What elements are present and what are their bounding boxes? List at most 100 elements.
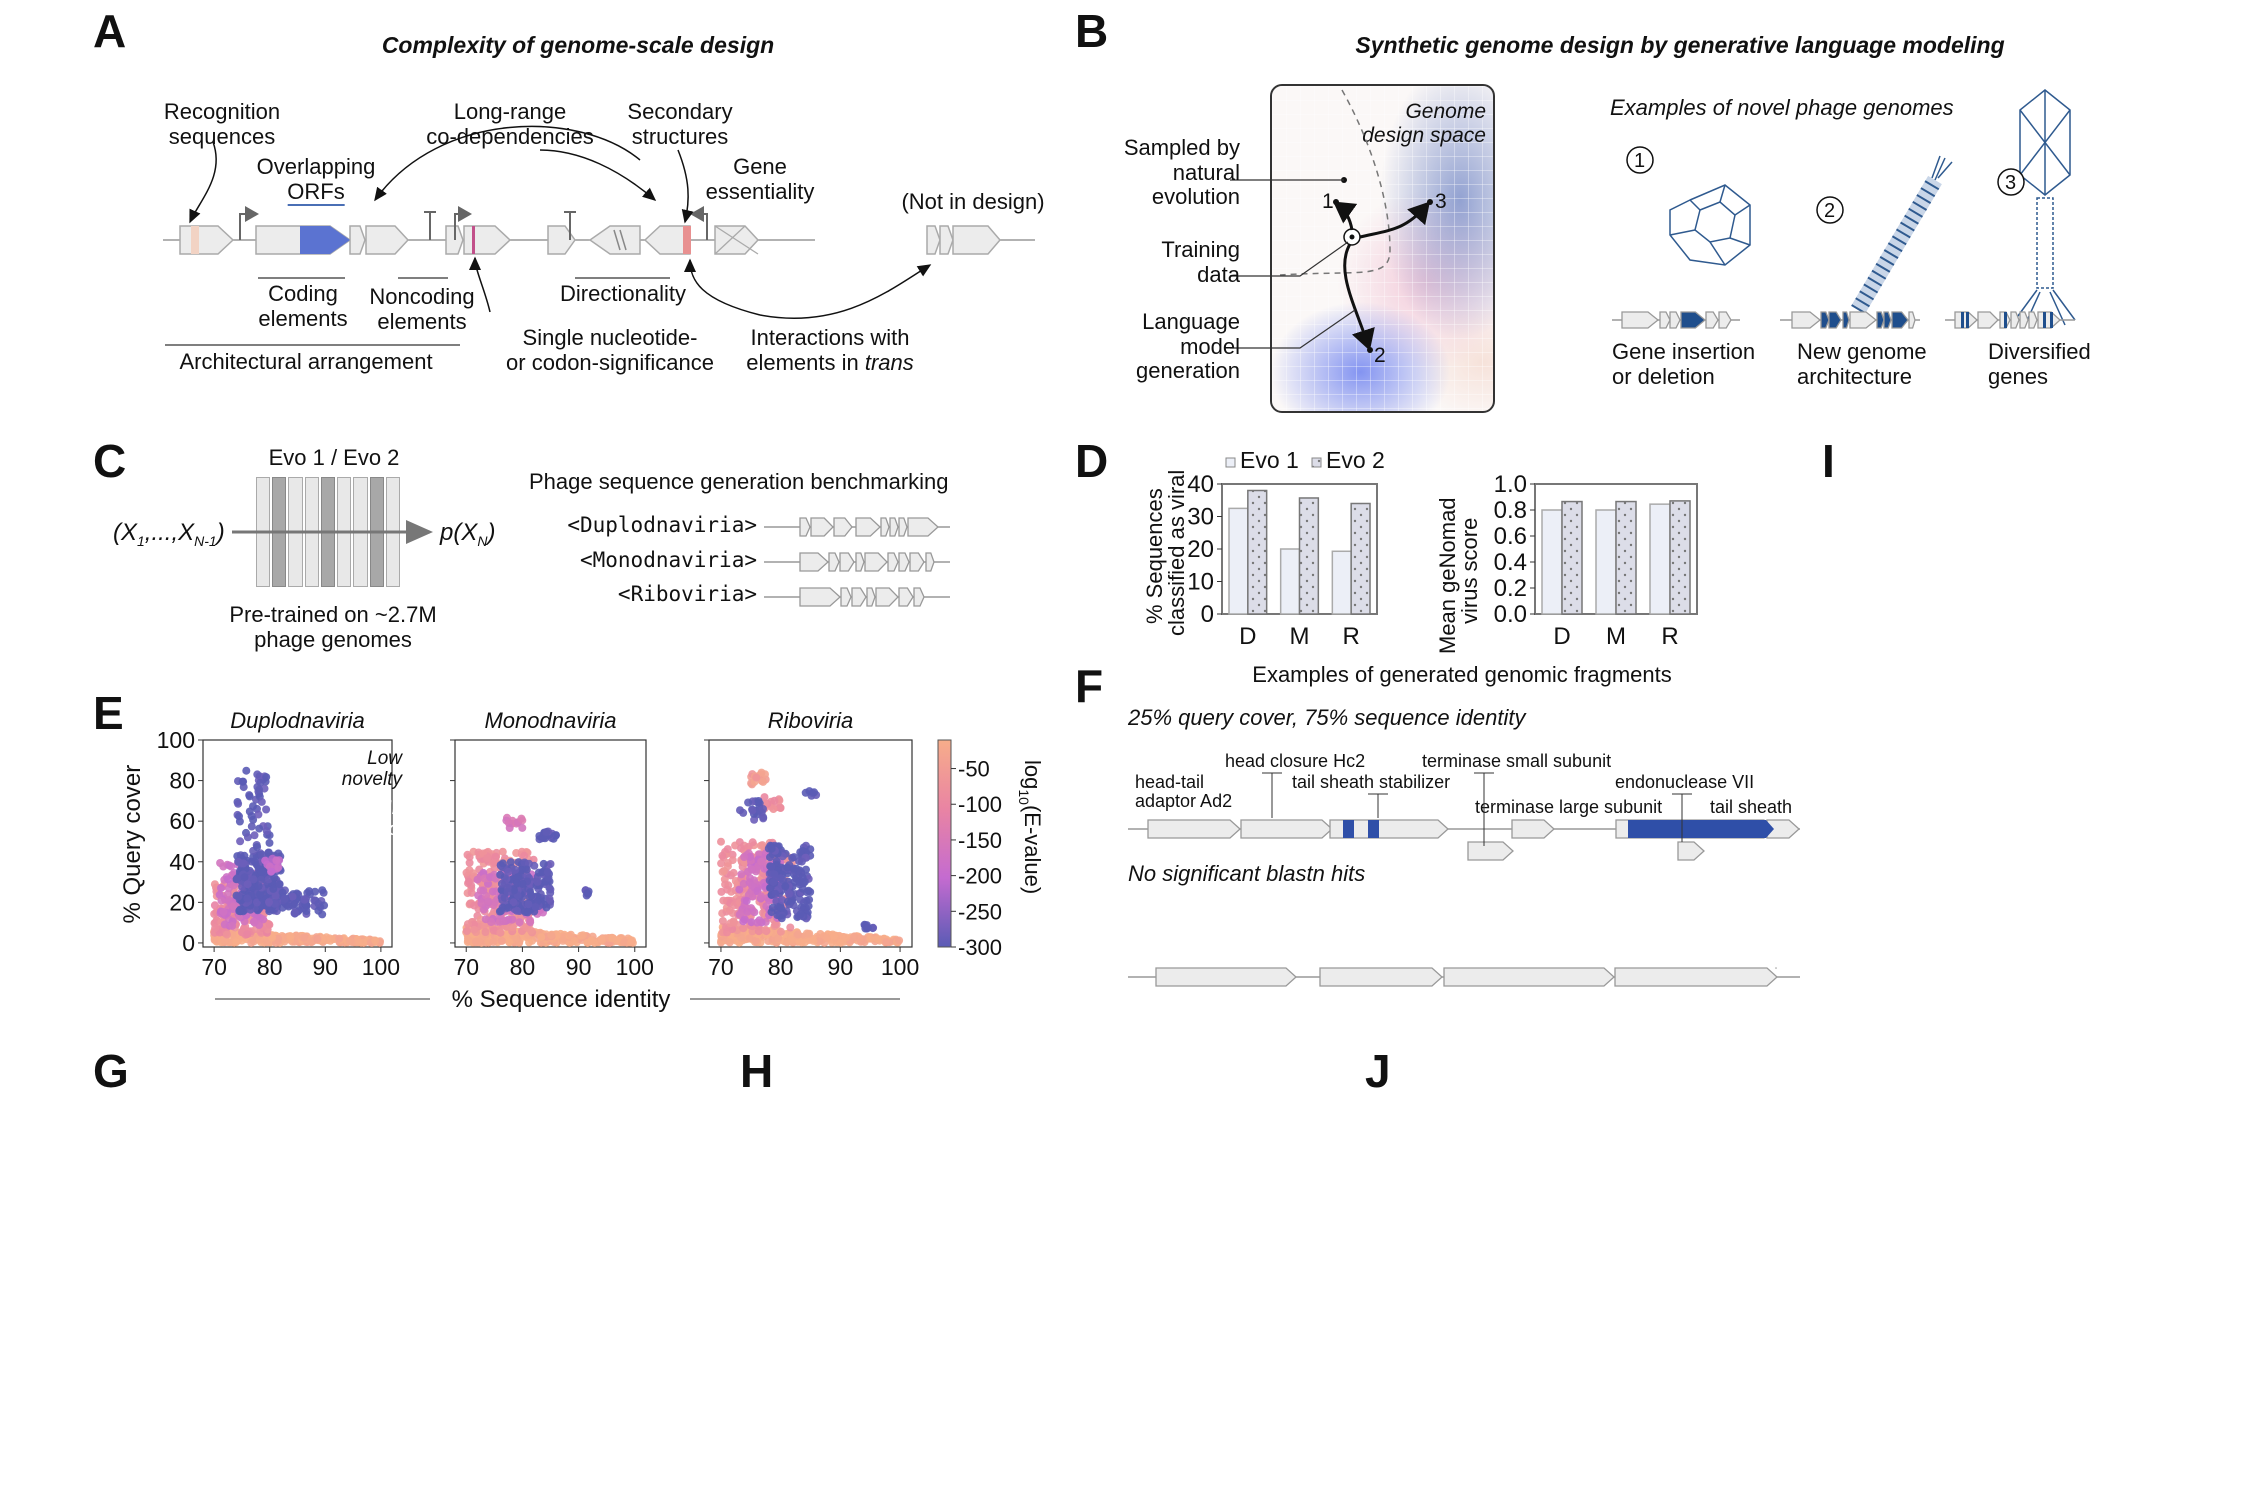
scatter-point: [744, 798, 753, 807]
scatter-point: [254, 882, 263, 891]
diversified-segment: [2004, 312, 2007, 328]
scatter-point: [515, 918, 524, 927]
gene-arrow: [1718, 311, 1732, 329]
scatter-point: [470, 901, 479, 910]
gene-arrow: [1705, 311, 1719, 329]
gene-arrow: [898, 587, 914, 607]
scatter-point: [504, 867, 513, 876]
colorbar-label: log10(E-value): [1016, 760, 1045, 894]
scatter-point: [371, 936, 380, 945]
label-language-model-generation: Language model generation: [1136, 309, 1240, 384]
x-tick-label: 90: [312, 954, 338, 980]
scatter-point: [759, 813, 768, 822]
scatter-point: [796, 895, 805, 904]
scatter-point: [217, 896, 226, 905]
scatter-point: [272, 856, 281, 865]
y-tick-label: 80: [169, 768, 195, 794]
scatter-point: [267, 867, 276, 876]
scatter-point: [303, 888, 312, 897]
y-tick-label: 20: [169, 889, 195, 915]
scatter-point: [751, 936, 760, 945]
scatter-point: [256, 890, 264, 899]
scatter-point: [250, 831, 259, 840]
bar-evo2-R: [1350, 502, 1371, 615]
single-nucleotide-site: [472, 226, 475, 254]
gene-arrow: [864, 552, 888, 572]
scatter-point: [288, 892, 297, 901]
example-2-badge: [1816, 196, 1844, 224]
scatter-point: [759, 777, 768, 786]
scatter-point: [216, 859, 225, 867]
training-data-boundary: [1279, 89, 1391, 276]
secondary-structure-site: [683, 226, 691, 254]
gene-label: head closure Hc2: [1225, 751, 1365, 771]
scatter-point: [335, 934, 344, 943]
x-tick-label: 100: [362, 954, 400, 980]
scatter-point: [772, 920, 781, 929]
scatter-point: [750, 908, 759, 917]
scatter-point: [743, 907, 752, 916]
icosahedral-phage-icon: [1669, 184, 1751, 266]
scatter-point: [290, 908, 299, 917]
scatter-point: [537, 933, 546, 942]
genome-design-space: Genome design space: [1270, 84, 1495, 413]
panel-label-b: B: [1075, 5, 1109, 57]
scatter-point: [570, 936, 579, 945]
bar-evo1-D: [1541, 509, 1563, 615]
scatter-point: [552, 831, 560, 840]
panel-label-c: C: [93, 435, 127, 487]
gene-arrow: [855, 517, 881, 537]
scatter-point: [239, 859, 248, 868]
scatter-point: [796, 910, 805, 919]
scatter-point: [465, 866, 474, 875]
scatter-point: [302, 907, 311, 915]
diversified-segment: [1961, 312, 1964, 328]
query-cover-segment: [1628, 820, 1774, 838]
gene-arrow: [2010, 311, 2020, 329]
gene-label: tail sheath stabilizer: [1292, 772, 1450, 792]
scatter-point: [882, 938, 891, 947]
y-tick-label: 0.6: [1494, 523, 1527, 550]
x-tick-label: 90: [566, 954, 592, 980]
gene-arrow: [1659, 311, 1671, 329]
design-space-paths: 1 2 3: [1230, 89, 1447, 367]
scatter-point: [247, 822, 256, 831]
scatter-point: [810, 788, 819, 797]
scatter-point: [311, 887, 319, 896]
scatter-point: [264, 848, 273, 857]
y-tick-label: 40: [1187, 471, 1214, 498]
scatter-point: [243, 894, 252, 903]
scatter-point: [526, 888, 535, 897]
arrow-long-range-left: [374, 125, 641, 202]
panel-a-title: Complexity of genome-scale design: [381, 32, 775, 58]
scatter-point: [483, 854, 491, 863]
gene-arrow: [913, 587, 925, 607]
gene-coding-b: [365, 225, 410, 255]
facet-title: Monodnaviria: [484, 708, 616, 733]
scatter-point: [863, 923, 872, 932]
scatter-point: [866, 934, 875, 943]
x-tick-label: R: [1342, 623, 1359, 650]
gene-arrow: [840, 587, 852, 607]
scatter-point: [243, 833, 252, 842]
panel-label-e: E: [93, 687, 124, 739]
scatter-point: [228, 921, 237, 930]
fragment-1-title: 25% query cover, 75% sequence identity: [1128, 705, 1526, 730]
scatter-point: [747, 881, 756, 890]
arrow-single-nucleotide: [469, 256, 491, 313]
point-3: [1427, 199, 1433, 205]
y-tick-label: 0: [182, 930, 195, 956]
label-architectural: Architectural arrangement: [179, 349, 433, 374]
query-cover-segment: [1368, 820, 1379, 838]
scatter-point: [481, 928, 490, 936]
gene-label: terminase small subunit: [1422, 751, 1611, 771]
scatter-point: [558, 935, 567, 943]
scatter-point: [543, 868, 552, 877]
scatter-point: [496, 928, 505, 937]
scatter-point: [739, 924, 748, 933]
scatter-point: [275, 880, 284, 889]
scatter-point: [759, 805, 767, 813]
scatter-point: [292, 931, 301, 940]
scatter-point: [533, 877, 542, 886]
x-tick-label: 90: [828, 954, 854, 980]
